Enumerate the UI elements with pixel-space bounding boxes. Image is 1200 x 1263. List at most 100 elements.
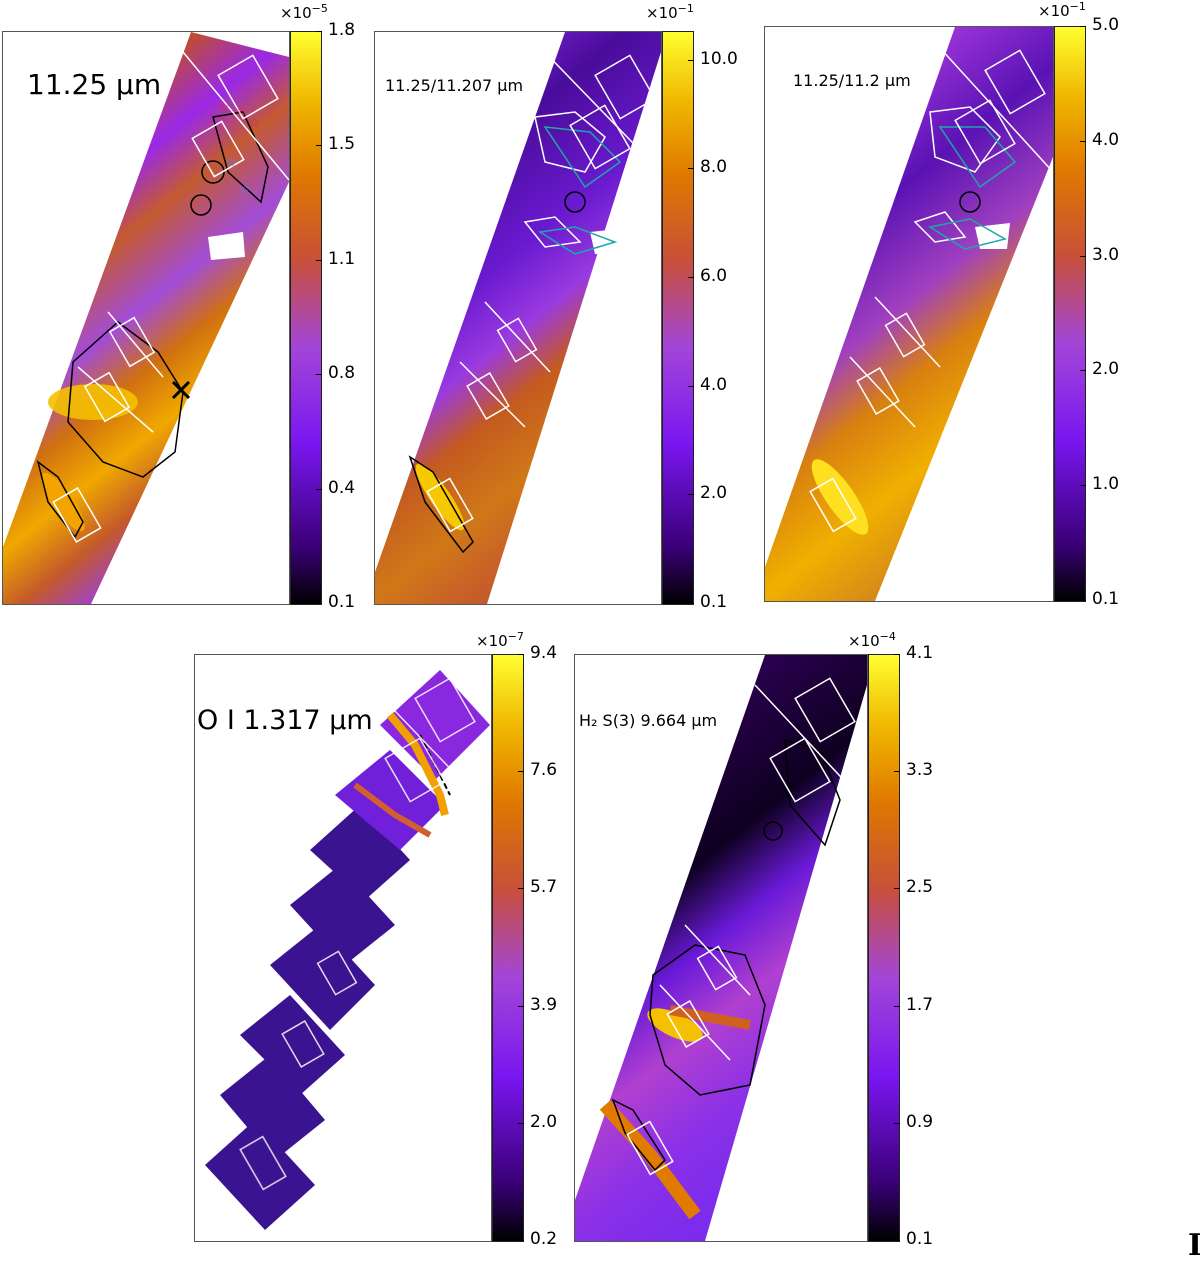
masked-region [975, 223, 1010, 249]
aperture-box [626, 1120, 674, 1176]
aperture-box [594, 54, 656, 120]
colorbar-tick-label: 1.1 [328, 248, 356, 269]
colorbar-tick-mark [1080, 255, 1086, 257]
colorbar-tick-label: 0.8 [328, 363, 356, 384]
slit-line [107, 311, 164, 378]
contour-black [36, 460, 84, 539]
aperture-box [191, 120, 245, 178]
colorbar-tick-mark [894, 771, 900, 773]
colorbar-exponent: ×10−5 [280, 2, 328, 22]
colorbar-tick-label: 0.1 [328, 592, 356, 612]
ratio-map [375, 32, 661, 604]
bright-emission-region [647, 1008, 703, 1042]
aperture-box [696, 945, 738, 991]
colorbar-tick-mark [316, 259, 322, 261]
colorbar-exponent: ×10−1 [1038, 0, 1086, 20]
aperture-box [414, 677, 476, 743]
colorbar-tick-label: 0.2 [530, 1229, 558, 1249]
bright-filament [415, 463, 465, 531]
aperture-box [954, 99, 1016, 165]
aperture-box [281, 1020, 325, 1068]
colorbar-tick-label: 8.0 [700, 157, 728, 178]
contour-white [929, 106, 1001, 173]
colorbar-tick-label: 2.0 [700, 483, 728, 504]
colorbar-tick-mark [518, 888, 524, 890]
colorbar-tick-label: 10.0 [700, 48, 738, 69]
colorbar-tick-mark [688, 494, 694, 496]
masked-region [208, 232, 245, 260]
colorbar-tick-label: 3.9 [530, 994, 558, 1015]
aperture-box [239, 1135, 287, 1191]
contour-circle [564, 191, 586, 213]
slit-line [754, 684, 867, 806]
aperture-box [384, 737, 446, 803]
slit-line [874, 296, 941, 368]
ratio-map [765, 27, 1053, 601]
masked-region [590, 228, 627, 254]
colorbar-tick-mark [894, 1122, 900, 1124]
colorbar-tick-label: 9.4 [530, 643, 558, 663]
colorbar-tick-mark [894, 888, 900, 890]
colorbar-tick-label: 0.1 [700, 592, 728, 612]
colorbar-tick-mark [688, 603, 694, 604]
colorbar-tick-mark [1080, 140, 1086, 142]
colorbar-tick-label: 0.1 [906, 1229, 934, 1249]
aperture-box [108, 316, 156, 368]
colorbar-tick-label: 7.6 [530, 760, 558, 781]
panel-label: 11.25/11.207 μm [385, 76, 524, 95]
map-frame: O I 1.317 μm [194, 654, 492, 1242]
bright-ridge [386, 712, 449, 816]
aperture-box [794, 677, 856, 743]
contour-white [534, 111, 606, 173]
colorbar [1054, 26, 1086, 602]
colorbar-tick-mark [894, 1240, 900, 1241]
aperture-box [316, 950, 358, 996]
dashed-line [419, 734, 451, 796]
contour-cyan [938, 126, 1017, 189]
aperture-box [984, 49, 1046, 115]
contour-white [913, 211, 967, 243]
contour-circle [959, 191, 981, 213]
colorbar-tick-mark [316, 145, 322, 147]
contour-circle [201, 160, 225, 184]
intensity-map [205, 670, 491, 1230]
contour-cyan [537, 226, 618, 255]
colorbar-tick-mark [518, 654, 524, 655]
bright-filament [41, 472, 85, 532]
colorbar-tick-label: 4.1 [906, 643, 934, 663]
colorbar [868, 654, 900, 1242]
bright-filament [599, 1100, 701, 1220]
contour-cyan [543, 126, 622, 189]
colorbar-tick-label: 1.5 [328, 134, 356, 155]
svg-text:☆: ☆ [217, 100, 230, 116]
intensity-map: ☆ ☆ ☆ ☆ ☆ [3, 32, 289, 604]
svg-text:☆: ☆ [225, 155, 238, 171]
colorbar-tick-mark [518, 1122, 524, 1124]
colorbar-tick-mark [688, 59, 694, 61]
svg-text:☆: ☆ [239, 182, 252, 198]
aperture-box [426, 477, 474, 533]
panel-label: 11.25/11.2 μm [793, 71, 911, 90]
contour-circle [190, 194, 212, 216]
slit-line [849, 356, 916, 428]
bright-ridge [353, 782, 432, 838]
panel-label: O I 1.317 μm [197, 705, 373, 736]
cross-marker [171, 380, 191, 400]
slit-line [659, 984, 731, 1061]
colorbar-tick-mark [316, 603, 322, 604]
aperture-box [809, 477, 857, 533]
colorbar-tick-mark [688, 385, 694, 387]
contour-white [523, 216, 582, 248]
slit-line [929, 36, 1053, 173]
contour-black [611, 1098, 666, 1172]
colorbar-tick-mark [1080, 370, 1086, 372]
colorbar-tick-mark [894, 1005, 900, 1007]
map-strip [765, 27, 1053, 601]
colorbar-tick-label: 4.0 [1092, 129, 1120, 150]
colorbar-tick-mark [894, 654, 900, 655]
colorbar-exponent: ×10−7 [476, 630, 524, 650]
colorbar-tick-mark [518, 1005, 524, 1007]
contour-black [649, 944, 766, 1096]
map-frame: H₂ S(3) 9.664 μm [574, 654, 868, 1242]
aperture-box [769, 737, 831, 803]
